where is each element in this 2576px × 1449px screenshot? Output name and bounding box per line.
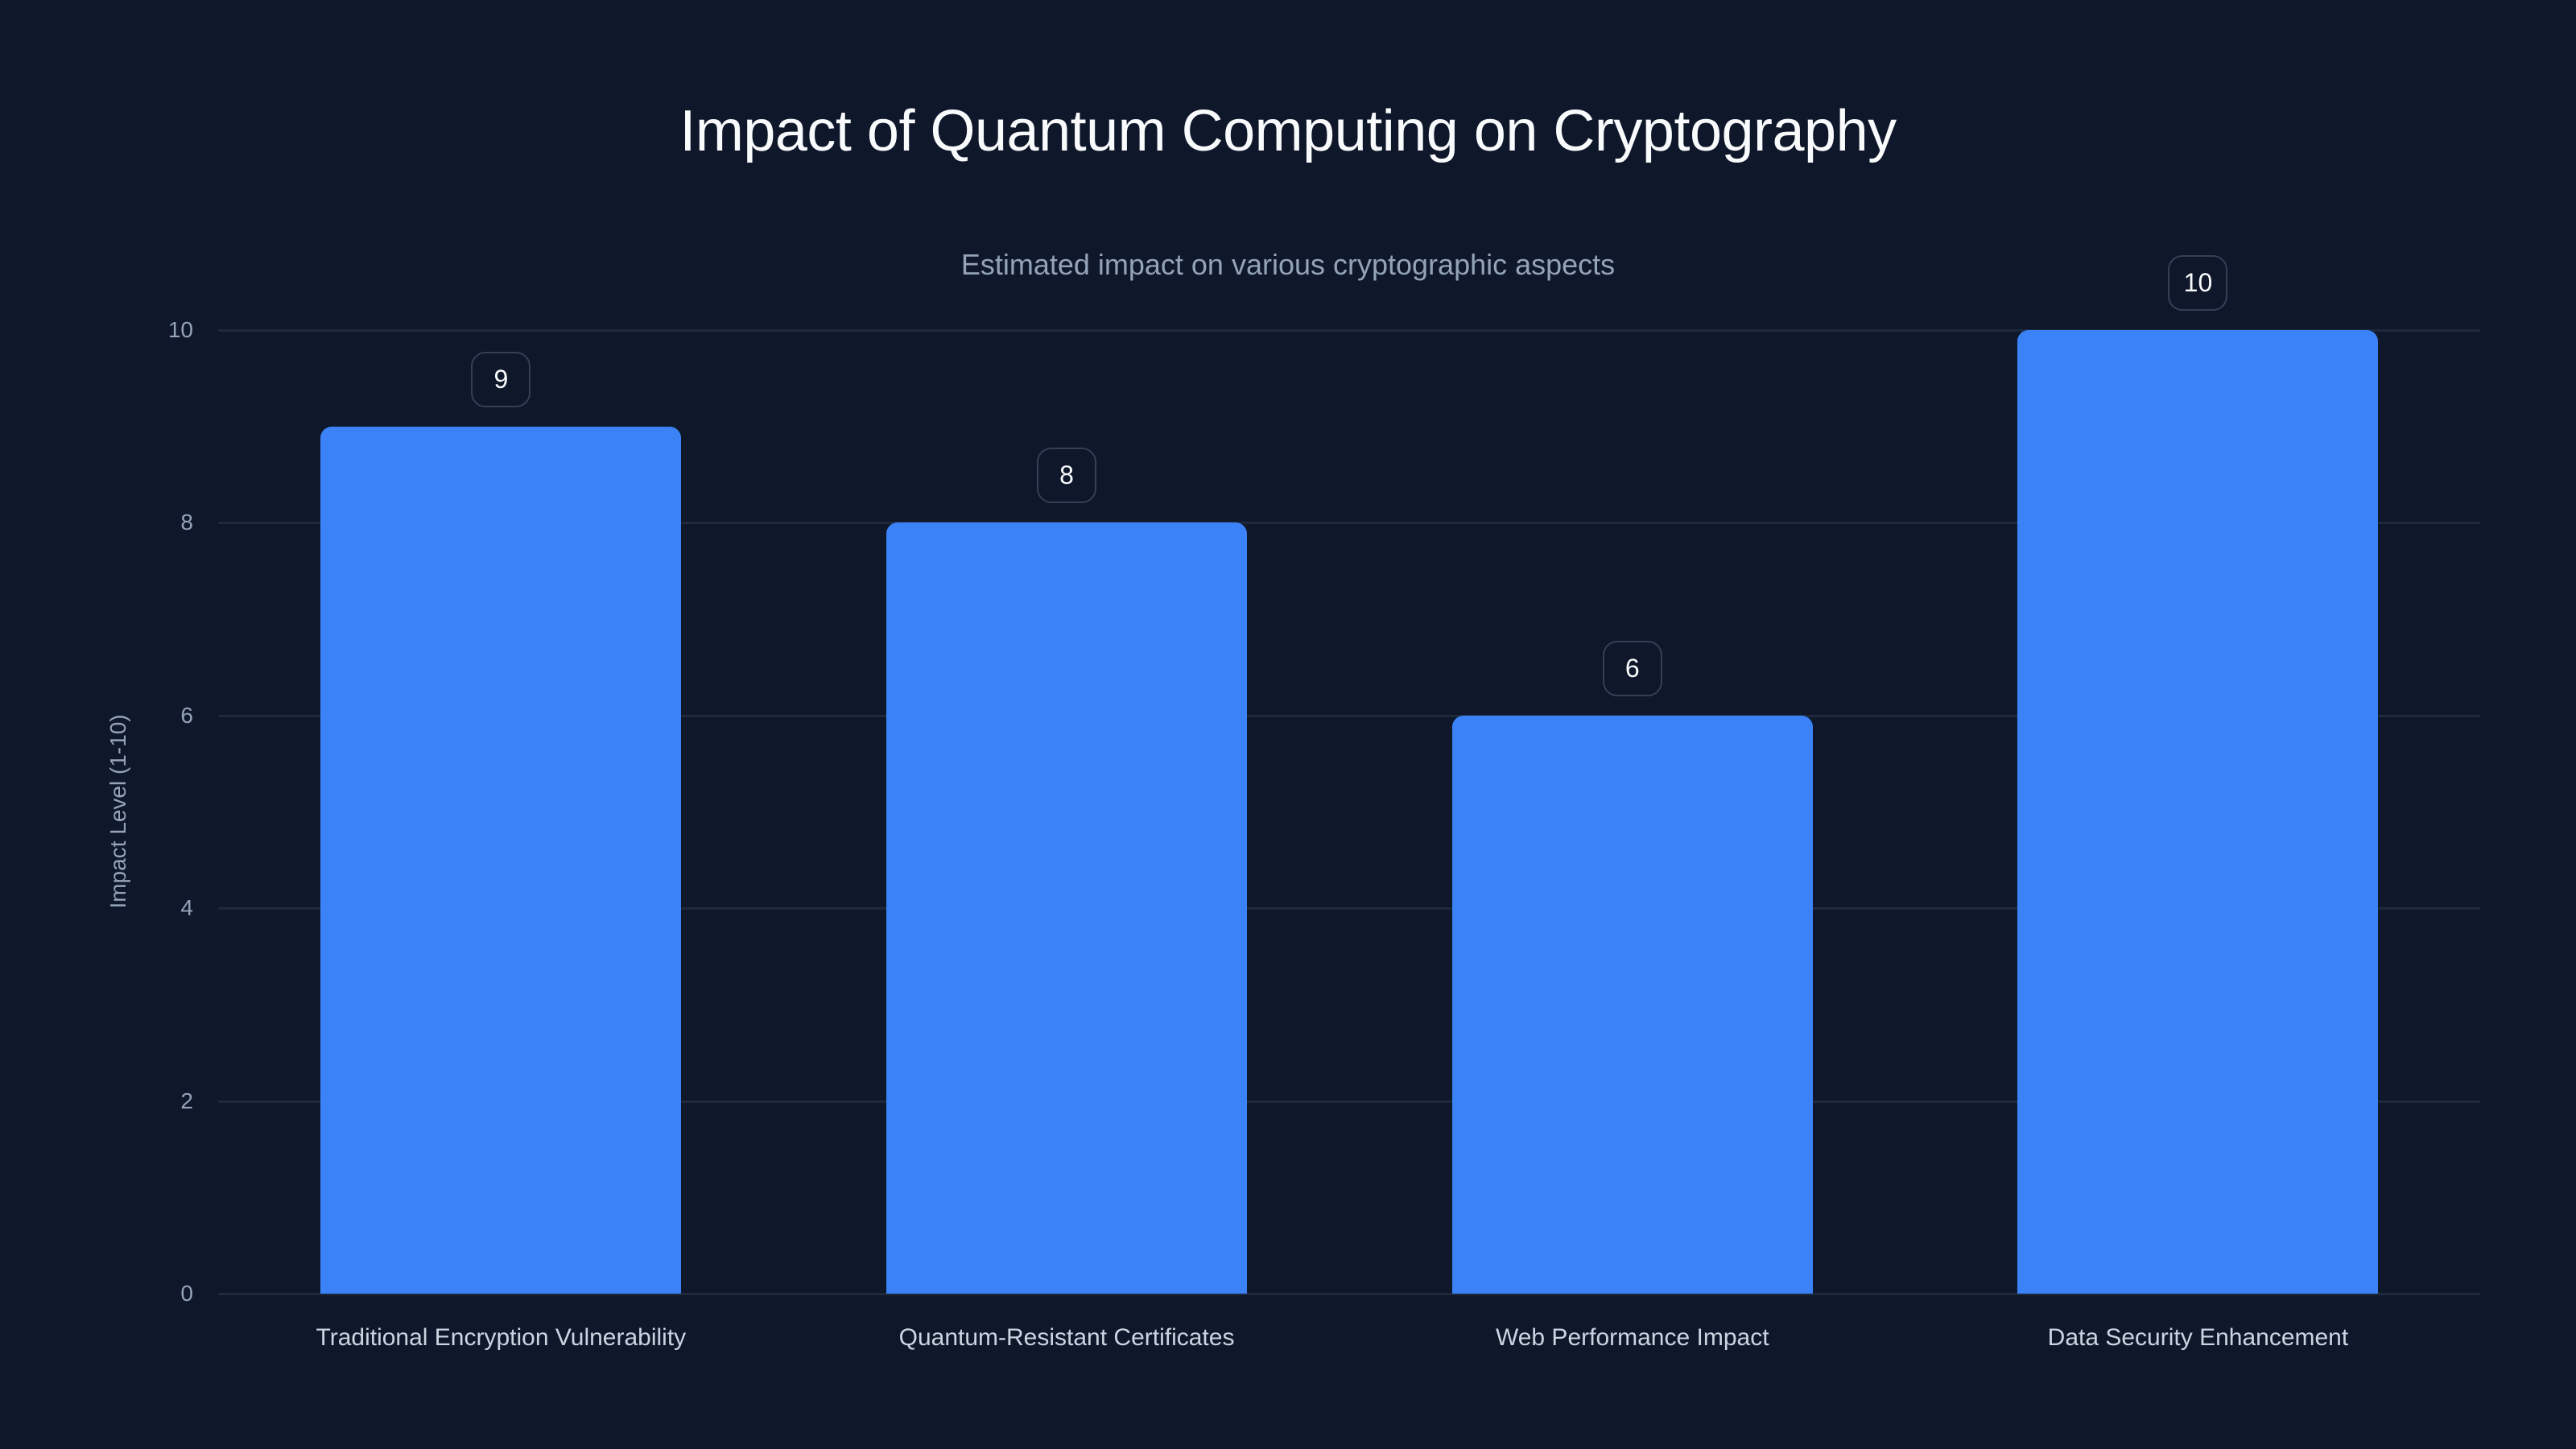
bar[interactable] bbox=[2017, 330, 2379, 1294]
y-tick-label: 2 bbox=[180, 1088, 193, 1113]
y-axis-label: Impact Level (1-10) bbox=[105, 714, 130, 909]
bar[interactable] bbox=[886, 522, 1248, 1294]
gridline bbox=[218, 329, 2480, 332]
y-tick-label: 4 bbox=[180, 895, 193, 921]
value-label-badge: 9 bbox=[471, 351, 531, 407]
chart-subtitle: Estimated impact on various cryptographi… bbox=[960, 248, 1616, 281]
value-label-badge: 8 bbox=[1037, 448, 1097, 504]
y-tick-label: 6 bbox=[180, 702, 193, 728]
gridline bbox=[218, 907, 2480, 910]
x-category-label: Traditional Encryption Vulnerability bbox=[316, 1324, 687, 1351]
chart-title: Impact of Quantum Computing on Cryptogra… bbox=[679, 99, 1897, 163]
y-tick-label: 8 bbox=[180, 510, 193, 535]
value-label-badge: 6 bbox=[1602, 640, 1662, 696]
y-tick-label: 0 bbox=[180, 1281, 193, 1306]
gridline bbox=[218, 522, 2480, 525]
gridline bbox=[218, 1100, 2480, 1103]
bar[interactable] bbox=[320, 426, 682, 1294]
x-category-label: Data Security Enhancement bbox=[2047, 1324, 2349, 1351]
value-label-badge: 10 bbox=[2168, 255, 2228, 311]
gridline bbox=[218, 1293, 2480, 1295]
gridline bbox=[218, 714, 2480, 717]
x-category-label: Quantum-Resistant Certificates bbox=[898, 1324, 1235, 1351]
x-category-label: Web Performance Impact bbox=[1495, 1324, 1769, 1351]
bar[interactable] bbox=[1451, 715, 1813, 1294]
y-tick-label: 10 bbox=[167, 317, 193, 342]
